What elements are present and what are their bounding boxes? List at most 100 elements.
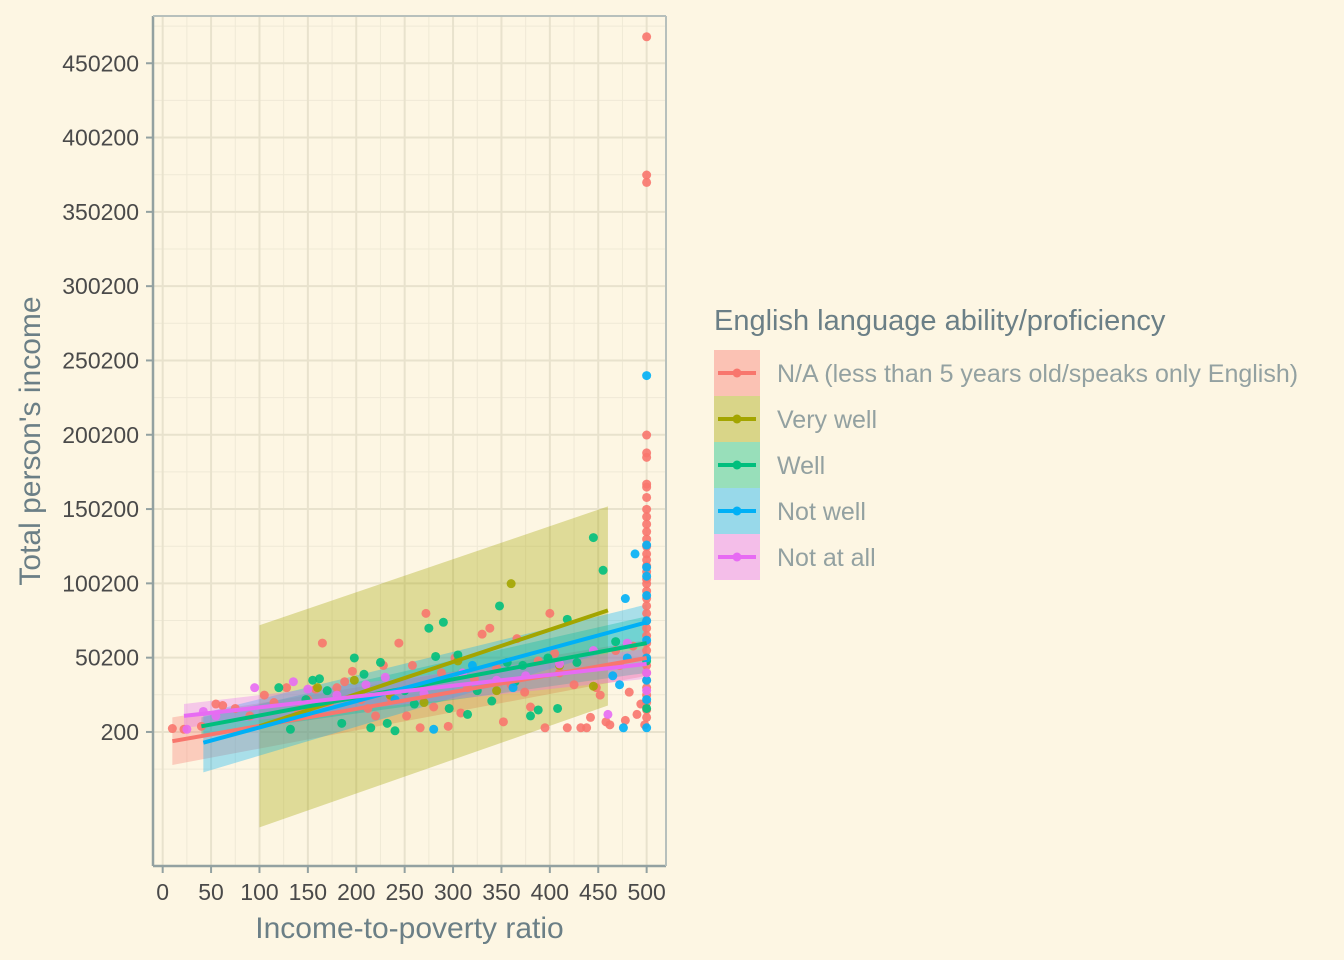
y-tick-label: 350200 <box>62 199 139 225</box>
data-point <box>340 677 350 687</box>
data-point <box>415 723 425 733</box>
data-point <box>642 723 652 733</box>
data-point <box>582 723 592 733</box>
data-point <box>485 623 495 633</box>
data-point <box>540 723 550 733</box>
data-point <box>182 724 192 734</box>
legend-point <box>732 368 742 378</box>
y-tick-label: 450200 <box>62 50 139 76</box>
data-point <box>456 708 466 718</box>
x-tick-label: 300 <box>434 879 472 905</box>
data-point <box>407 660 417 670</box>
y-tick-label: 200 <box>101 719 139 745</box>
data-point <box>508 683 518 693</box>
data-point <box>347 666 357 676</box>
data-point <box>520 687 530 697</box>
data-point <box>282 683 292 693</box>
data-point <box>477 629 487 639</box>
data-point <box>624 687 634 697</box>
data-point <box>598 565 608 575</box>
y-axis-ticks: 200 50200 100200 150200 200200 250200 300200 35… <box>62 50 153 745</box>
data-point <box>463 709 473 719</box>
legend-point <box>732 506 742 516</box>
fit-line <box>202 620 648 745</box>
data-point <box>288 677 298 687</box>
data-point <box>642 519 652 529</box>
data-point <box>620 715 630 725</box>
data-point <box>642 668 652 678</box>
data-point <box>314 674 324 684</box>
data-point <box>317 638 327 648</box>
data-point <box>218 701 228 711</box>
data-point <box>642 482 652 492</box>
x-tick-label: 200 <box>337 879 375 905</box>
data-point <box>431 651 441 661</box>
data-point <box>642 695 652 705</box>
fit-lines <box>172 608 648 745</box>
data-point <box>642 540 652 550</box>
x-tick-label: 0 <box>156 879 169 905</box>
data-point <box>642 492 652 502</box>
data-point <box>487 696 497 706</box>
data-point <box>642 571 652 581</box>
data-point <box>642 452 652 462</box>
fit-line <box>258 608 609 729</box>
data-point <box>419 698 429 708</box>
data-point <box>642 608 652 618</box>
data-point <box>453 650 463 660</box>
y-tick-label: 250200 <box>62 347 139 373</box>
data-point <box>361 680 371 690</box>
data-point <box>438 617 448 627</box>
data-point <box>492 686 502 696</box>
data-point <box>506 579 516 589</box>
data-point <box>402 711 412 721</box>
data-point <box>498 717 508 727</box>
y-tick-label: 400200 <box>62 125 139 151</box>
legend: English language ability/proficiency N/A… <box>714 305 1298 580</box>
data-point <box>642 562 652 572</box>
data-point <box>285 724 295 734</box>
major-gridlines <box>153 16 666 866</box>
minor-gridlines <box>153 16 666 866</box>
data-point <box>642 591 652 601</box>
data-point <box>588 533 598 543</box>
data-point <box>632 709 642 719</box>
data-point <box>642 579 652 589</box>
data-point <box>366 723 376 733</box>
legend-point <box>732 552 742 562</box>
data-point <box>429 724 439 734</box>
data-point <box>642 177 652 187</box>
data-point <box>322 686 332 696</box>
data-point <box>421 608 431 618</box>
y-tick-label: 200200 <box>62 422 139 448</box>
x-tick-label: 50 <box>198 879 224 905</box>
data-point <box>642 601 652 611</box>
data-point <box>394 638 404 648</box>
x-tick-label: 400 <box>531 879 569 905</box>
data-point <box>274 683 284 693</box>
data-point <box>620 594 630 604</box>
data-point <box>630 549 640 559</box>
data-point <box>618 723 628 733</box>
data-point <box>611 637 621 647</box>
data-point <box>642 170 652 180</box>
data-point <box>390 726 400 736</box>
data-point <box>642 712 652 722</box>
y-tick-label: 300200 <box>62 273 139 299</box>
data-point <box>211 699 221 709</box>
data-point <box>642 32 652 42</box>
data-point <box>436 668 446 678</box>
data-point <box>562 723 572 733</box>
data-point <box>303 684 313 694</box>
data-point <box>167 724 177 734</box>
data-point <box>545 608 555 618</box>
data-point <box>375 657 385 667</box>
legend-label: Very well <box>777 406 877 434</box>
data-point <box>429 702 439 712</box>
data-point <box>615 680 625 690</box>
data-point <box>642 686 652 696</box>
data-point <box>642 430 652 440</box>
data-point <box>359 669 369 679</box>
data-point <box>642 646 652 656</box>
